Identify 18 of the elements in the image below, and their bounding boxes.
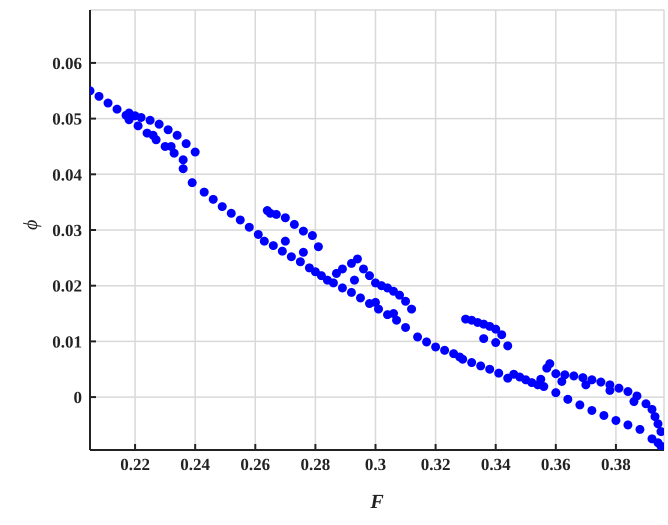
y-tick-label: 0.04 <box>52 165 82 184</box>
y-tick-label: 0.03 <box>52 221 82 240</box>
x-tick-label: 0.38 <box>601 455 631 474</box>
x-axis-title: F <box>369 491 384 513</box>
x-tick-label: 0.36 <box>540 455 571 474</box>
y-tick-label: 0.06 <box>52 54 82 73</box>
x-tick-label: 0.28 <box>300 455 330 474</box>
x-tick-label: 0.32 <box>420 455 450 474</box>
y-tick-label: 0.01 <box>52 332 82 352</box>
y-tick-label: 0.02 <box>52 276 82 296</box>
x-tick-label: 0.24 <box>180 455 211 474</box>
x-tick-label: 0.22 <box>120 455 150 474</box>
y-tick-label: 0.05 <box>52 110 82 129</box>
y-tick-label: 0 <box>74 388 82 408</box>
x-tick-label: 0.3 <box>364 455 386 474</box>
y-axis-title: ϕ <box>20 220 42 230</box>
x-tick-label: 0.26 <box>240 455 270 474</box>
x-tick-label: 0.34 <box>480 455 512 474</box>
